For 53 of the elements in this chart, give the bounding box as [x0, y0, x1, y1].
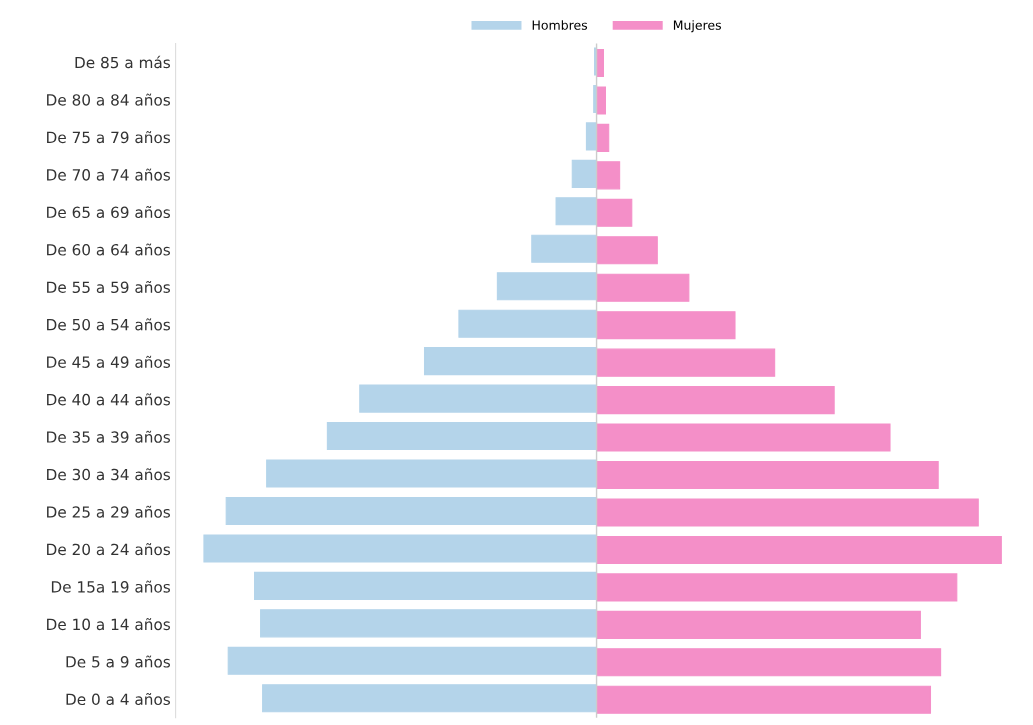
- y-tick-label: De 25 a 29 años: [47, 505, 170, 518]
- y-tick-label: De 80 a 84 años: [47, 93, 170, 106]
- bar: [596, 348, 776, 377]
- bar: [326, 422, 598, 451]
- bar: [596, 535, 1002, 564]
- y-tick-label: De 75 a 79 años: [47, 131, 170, 144]
- bar: [596, 198, 633, 227]
- bar: [496, 272, 598, 301]
- bar: [596, 573, 958, 602]
- bar: [596, 460, 939, 490]
- legend-label: Mujeres: [673, 20, 722, 33]
- bar: [596, 648, 942, 677]
- bar: [458, 309, 598, 338]
- y-tick-label: De 5 a 9 años: [66, 655, 171, 668]
- bar: [596, 386, 835, 415]
- bar: [596, 498, 979, 527]
- bar: [227, 646, 598, 675]
- bar: [359, 384, 598, 413]
- y-tick-label: De 30 a 34 años: [47, 468, 170, 481]
- bar: [596, 610, 921, 639]
- y-tick-label: De 55 a 59 años: [47, 280, 170, 293]
- bar: [423, 347, 598, 376]
- y-tick-label: De 45 a 49 años: [47, 355, 170, 368]
- bar: [555, 197, 598, 226]
- y-tick-label: De 40 a 44 años: [47, 393, 170, 406]
- y-tick-label: De 0 a 4 años: [66, 692, 171, 706]
- legend-label: Hombres: [532, 20, 588, 30]
- bar: [203, 534, 598, 563]
- bar: [262, 684, 598, 713]
- bar: [225, 496, 598, 526]
- y-tick-label: De 15a 19 años: [51, 580, 170, 593]
- bar: [596, 123, 610, 152]
- y-tick-label: De 50 a 54 años: [47, 318, 170, 331]
- bar: [260, 609, 598, 638]
- y-tick-label: De 65 a 69 años: [47, 206, 170, 219]
- bar: [571, 159, 598, 188]
- bar: [531, 234, 598, 263]
- y-tick-label: De 85 a más: [75, 55, 171, 69]
- y-tick-label: De 35 a 39 años: [47, 430, 170, 443]
- y-tick-label: De 20 a 24 años: [47, 543, 170, 556]
- bar: [596, 423, 891, 452]
- bar: [266, 459, 598, 488]
- bar: [596, 236, 658, 265]
- bar: [253, 571, 598, 600]
- bar: [596, 86, 607, 115]
- bar: [596, 311, 736, 340]
- y-tick-label: De 60 a 64 años: [47, 243, 170, 256]
- bar: [585, 122, 598, 151]
- bar: [596, 273, 690, 302]
- bar: [596, 161, 621, 190]
- y-tick-label: De 10 a 14 años: [47, 618, 170, 631]
- bar: [596, 685, 932, 714]
- y-tick-label: De 70 a 74 años: [47, 168, 170, 181]
